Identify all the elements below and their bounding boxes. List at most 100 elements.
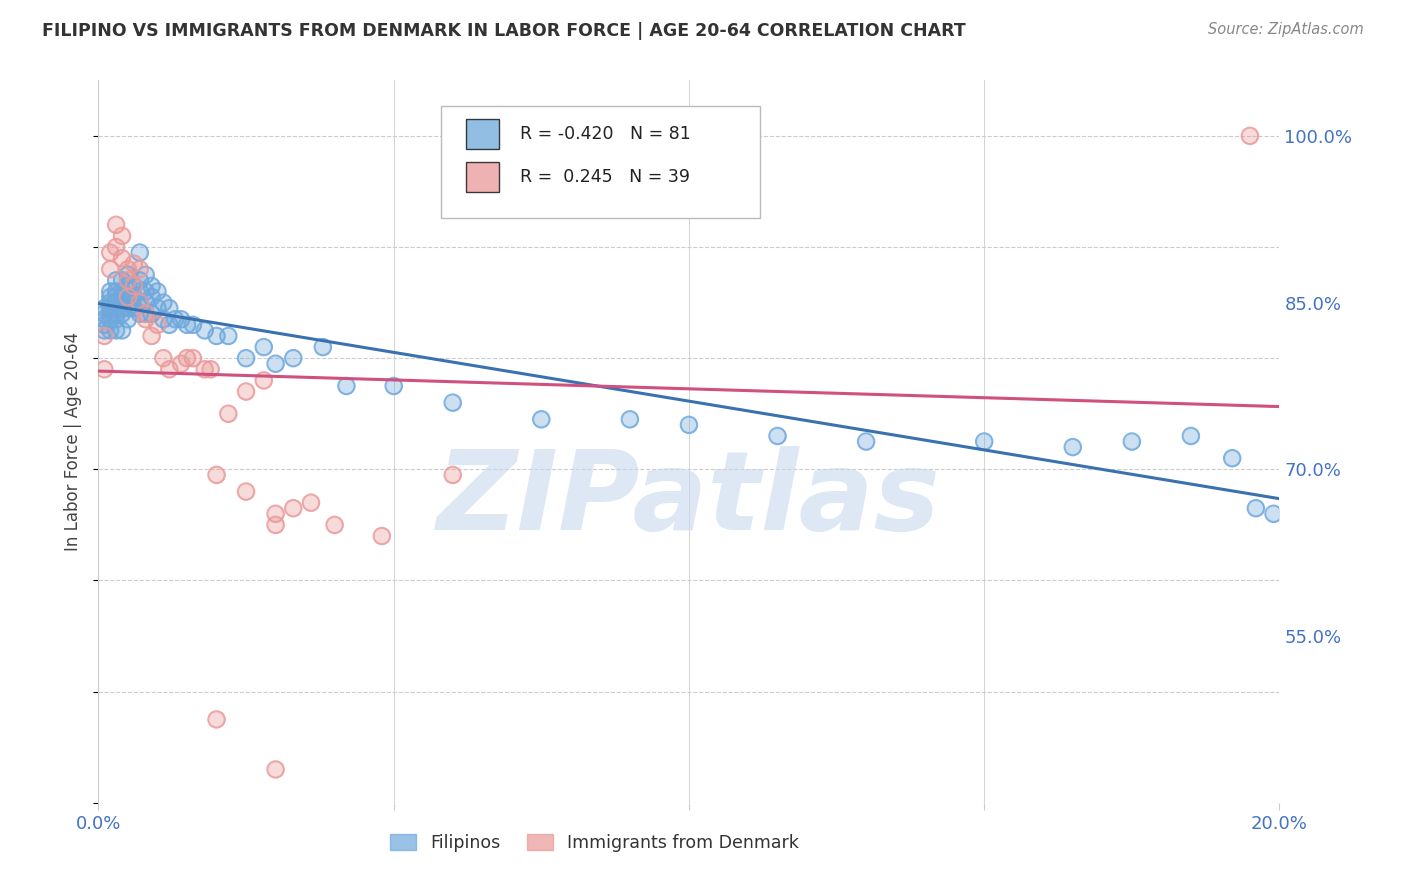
Point xyxy=(1263,507,1285,521)
Point xyxy=(146,318,169,332)
Point xyxy=(93,362,115,376)
Point xyxy=(105,273,128,287)
Point xyxy=(117,262,139,277)
Point xyxy=(235,351,257,366)
Point xyxy=(335,379,357,393)
Point xyxy=(128,245,150,260)
Point xyxy=(141,290,163,304)
Point xyxy=(122,301,145,315)
Point xyxy=(98,323,121,337)
Point xyxy=(141,329,163,343)
Point xyxy=(117,295,139,310)
Point xyxy=(200,362,222,376)
Point xyxy=(128,295,150,310)
Point xyxy=(1244,501,1267,516)
Point xyxy=(141,307,163,321)
Point xyxy=(253,373,276,387)
Point xyxy=(111,251,134,265)
Point xyxy=(323,517,346,532)
Point xyxy=(165,312,187,326)
Point xyxy=(98,295,121,310)
Point xyxy=(135,268,157,282)
Point xyxy=(111,251,134,265)
FancyBboxPatch shape xyxy=(465,119,499,149)
Point xyxy=(205,329,228,343)
Point xyxy=(122,279,145,293)
Point xyxy=(117,290,139,304)
Point xyxy=(128,307,150,321)
Point xyxy=(264,517,287,532)
Point xyxy=(157,318,180,332)
Point xyxy=(93,312,115,326)
Point xyxy=(253,340,276,354)
Point xyxy=(205,713,228,727)
Point xyxy=(128,245,150,260)
Point xyxy=(117,301,139,315)
Point xyxy=(176,351,198,366)
Point xyxy=(93,318,115,332)
Point xyxy=(312,340,335,354)
Point xyxy=(105,240,128,254)
Point xyxy=(299,496,322,510)
Point xyxy=(1244,501,1267,516)
Point xyxy=(111,307,134,321)
FancyBboxPatch shape xyxy=(465,162,499,193)
Point xyxy=(117,301,139,315)
Point xyxy=(117,290,139,304)
Point xyxy=(117,290,139,304)
Point xyxy=(128,295,150,310)
Point xyxy=(117,295,139,310)
Point xyxy=(111,323,134,337)
Point xyxy=(111,290,134,304)
Point xyxy=(98,285,121,299)
Point xyxy=(105,285,128,299)
Point xyxy=(382,379,405,393)
Point xyxy=(165,312,187,326)
Point xyxy=(152,295,174,310)
Point xyxy=(217,329,239,343)
Point xyxy=(122,279,145,293)
Point xyxy=(105,290,128,304)
Point xyxy=(264,507,287,521)
Point xyxy=(93,323,115,337)
Point xyxy=(98,301,121,315)
Point xyxy=(176,318,198,332)
Point xyxy=(1062,440,1084,454)
Point xyxy=(323,517,346,532)
Point xyxy=(135,285,157,299)
Point xyxy=(1180,429,1202,443)
Text: Source: ZipAtlas.com: Source: ZipAtlas.com xyxy=(1208,22,1364,37)
Point xyxy=(619,412,641,426)
Point xyxy=(122,279,145,293)
Point xyxy=(93,323,115,337)
Point xyxy=(973,434,995,449)
Point xyxy=(200,362,222,376)
Point xyxy=(181,351,204,366)
Point xyxy=(128,273,150,287)
Point xyxy=(619,412,641,426)
Point xyxy=(1062,440,1084,454)
Point xyxy=(441,395,464,409)
Point xyxy=(264,357,287,371)
Point xyxy=(111,273,134,287)
Y-axis label: In Labor Force | Age 20-64: In Labor Force | Age 20-64 xyxy=(65,332,83,551)
Point xyxy=(98,290,121,304)
Point xyxy=(1239,128,1261,143)
Point xyxy=(98,290,121,304)
Point xyxy=(441,395,464,409)
Point xyxy=(141,307,163,321)
Point xyxy=(194,323,217,337)
Text: R = -0.420   N = 81: R = -0.420 N = 81 xyxy=(520,125,690,143)
Point xyxy=(117,262,139,277)
Point xyxy=(170,357,193,371)
Point xyxy=(181,318,204,332)
Point xyxy=(855,434,877,449)
Point xyxy=(973,434,995,449)
Point xyxy=(235,351,257,366)
Point xyxy=(98,323,121,337)
Point xyxy=(1121,434,1143,449)
Point xyxy=(117,279,139,293)
Point xyxy=(152,351,174,366)
Point xyxy=(170,312,193,326)
Point xyxy=(117,273,139,287)
